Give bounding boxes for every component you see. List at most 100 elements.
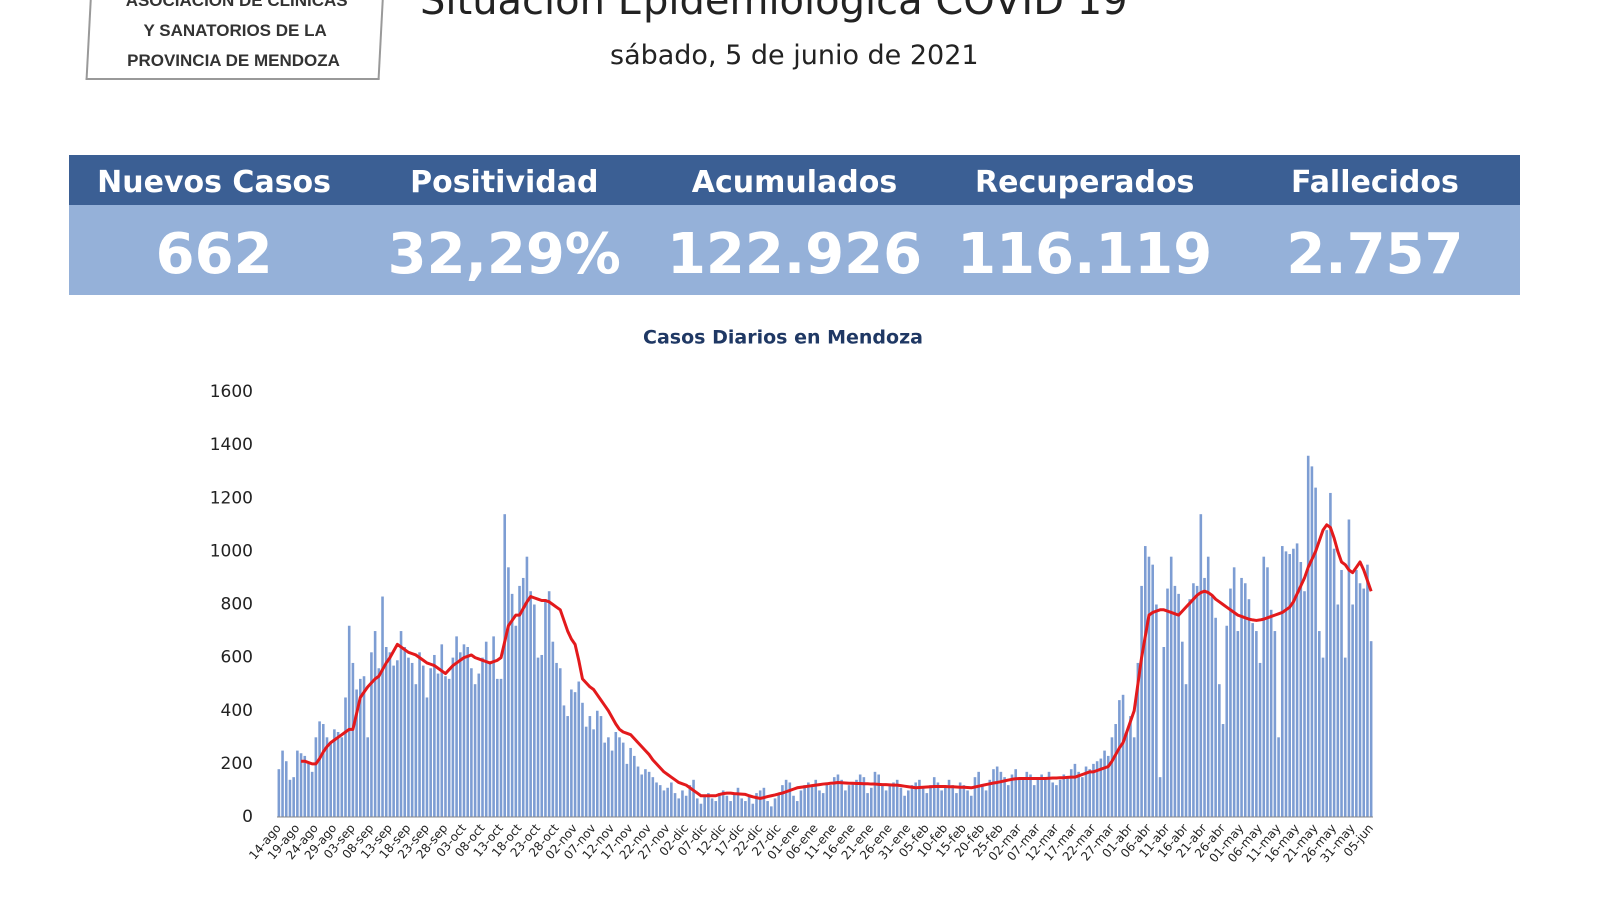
- stat-value: 662: [155, 222, 273, 287]
- bar: [962, 785, 966, 817]
- bar: [684, 795, 688, 817]
- bar: [292, 777, 295, 817]
- bar: [658, 785, 662, 817]
- bar: [362, 676, 366, 817]
- bar: [710, 798, 714, 817]
- bar: [855, 779, 858, 817]
- bar: [1040, 774, 1043, 817]
- bar: [329, 742, 332, 817]
- bar: [551, 641, 555, 817]
- bar: [507, 567, 510, 817]
- bar: [1077, 771, 1080, 817]
- bar: [955, 793, 958, 817]
- bar: [614, 732, 618, 817]
- bar: [451, 657, 455, 817]
- bar: [810, 785, 814, 817]
- bar: [795, 801, 799, 817]
- bar: [662, 790, 666, 817]
- bar: [988, 779, 992, 817]
- bar: [366, 737, 370, 817]
- bar: [1021, 779, 1025, 817]
- bar: [770, 806, 773, 817]
- bar: [892, 782, 895, 817]
- bar: [284, 761, 288, 817]
- bar: [670, 782, 673, 817]
- bar: [903, 795, 906, 817]
- bar: [377, 668, 381, 817]
- bar: [336, 732, 340, 817]
- bar: [296, 750, 299, 817]
- bar: [1129, 716, 1132, 817]
- bar: [866, 793, 869, 817]
- bar: [1355, 569, 1358, 817]
- bar: [651, 777, 655, 817]
- bar: [755, 793, 758, 817]
- stats-header: Nuevos Casos Positividad Acumulados Recuper…: [69, 155, 1520, 205]
- bar: [521, 577, 525, 817]
- bar: [1092, 763, 1095, 817]
- bar: [359, 678, 362, 817]
- bar: [1118, 700, 1121, 817]
- bar: [1173, 585, 1177, 817]
- bar: [1314, 487, 1317, 817]
- bar: [355, 689, 358, 817]
- bar: [325, 737, 329, 817]
- bar: [1369, 641, 1373, 817]
- bar: [1177, 593, 1180, 817]
- bar: [1014, 769, 1017, 817]
- bar: [1169, 556, 1173, 817]
- bar: [1103, 750, 1106, 817]
- bar: [862, 777, 866, 817]
- bar: [503, 514, 507, 817]
- bar: [562, 705, 566, 817]
- bar: [299, 753, 303, 817]
- bar: [1132, 737, 1136, 817]
- bar: [1181, 641, 1184, 817]
- bar: [1366, 564, 1369, 817]
- bar: [455, 636, 458, 817]
- bar: [518, 585, 521, 817]
- stat-value: 122.926: [666, 222, 923, 287]
- bar: [999, 771, 1003, 817]
- bar: [477, 673, 481, 817]
- bar: [566, 716, 569, 817]
- bar: [1295, 543, 1299, 817]
- bar: [603, 742, 606, 817]
- bar: [1262, 556, 1266, 817]
- bar: [751, 803, 755, 817]
- bar: [1088, 769, 1092, 817]
- bar: [547, 591, 551, 817]
- bar: [399, 631, 403, 817]
- bar: [744, 801, 747, 817]
- bar: [277, 769, 281, 817]
- bar: [714, 801, 718, 817]
- bar: [1025, 771, 1029, 817]
- bar: [496, 678, 499, 817]
- bar: [644, 769, 647, 817]
- bar: [1062, 774, 1066, 817]
- bar: [1340, 569, 1343, 817]
- bar: [333, 729, 336, 817]
- bar: [529, 591, 532, 817]
- bar: [1029, 774, 1032, 817]
- bar: [655, 782, 658, 817]
- bar: [577, 681, 581, 817]
- bar: [481, 657, 484, 817]
- bar: [536, 657, 540, 817]
- bar: [1321, 657, 1325, 817]
- bar: [1255, 631, 1258, 817]
- bar: [992, 769, 995, 817]
- bar: [1332, 548, 1336, 817]
- bar: [929, 785, 932, 817]
- bar: [540, 654, 544, 817]
- bar: [947, 779, 951, 817]
- bar: [966, 790, 969, 817]
- y-tick-label: 1200: [210, 488, 253, 508]
- bar: [899, 787, 903, 817]
- bar: [777, 793, 781, 817]
- bar: [351, 662, 355, 817]
- bar: [1247, 599, 1251, 817]
- stats-banner: Nuevos Casos Positividad Acumulados Recuper…: [69, 155, 1520, 295]
- bar: [1299, 562, 1303, 817]
- bar: [407, 657, 410, 817]
